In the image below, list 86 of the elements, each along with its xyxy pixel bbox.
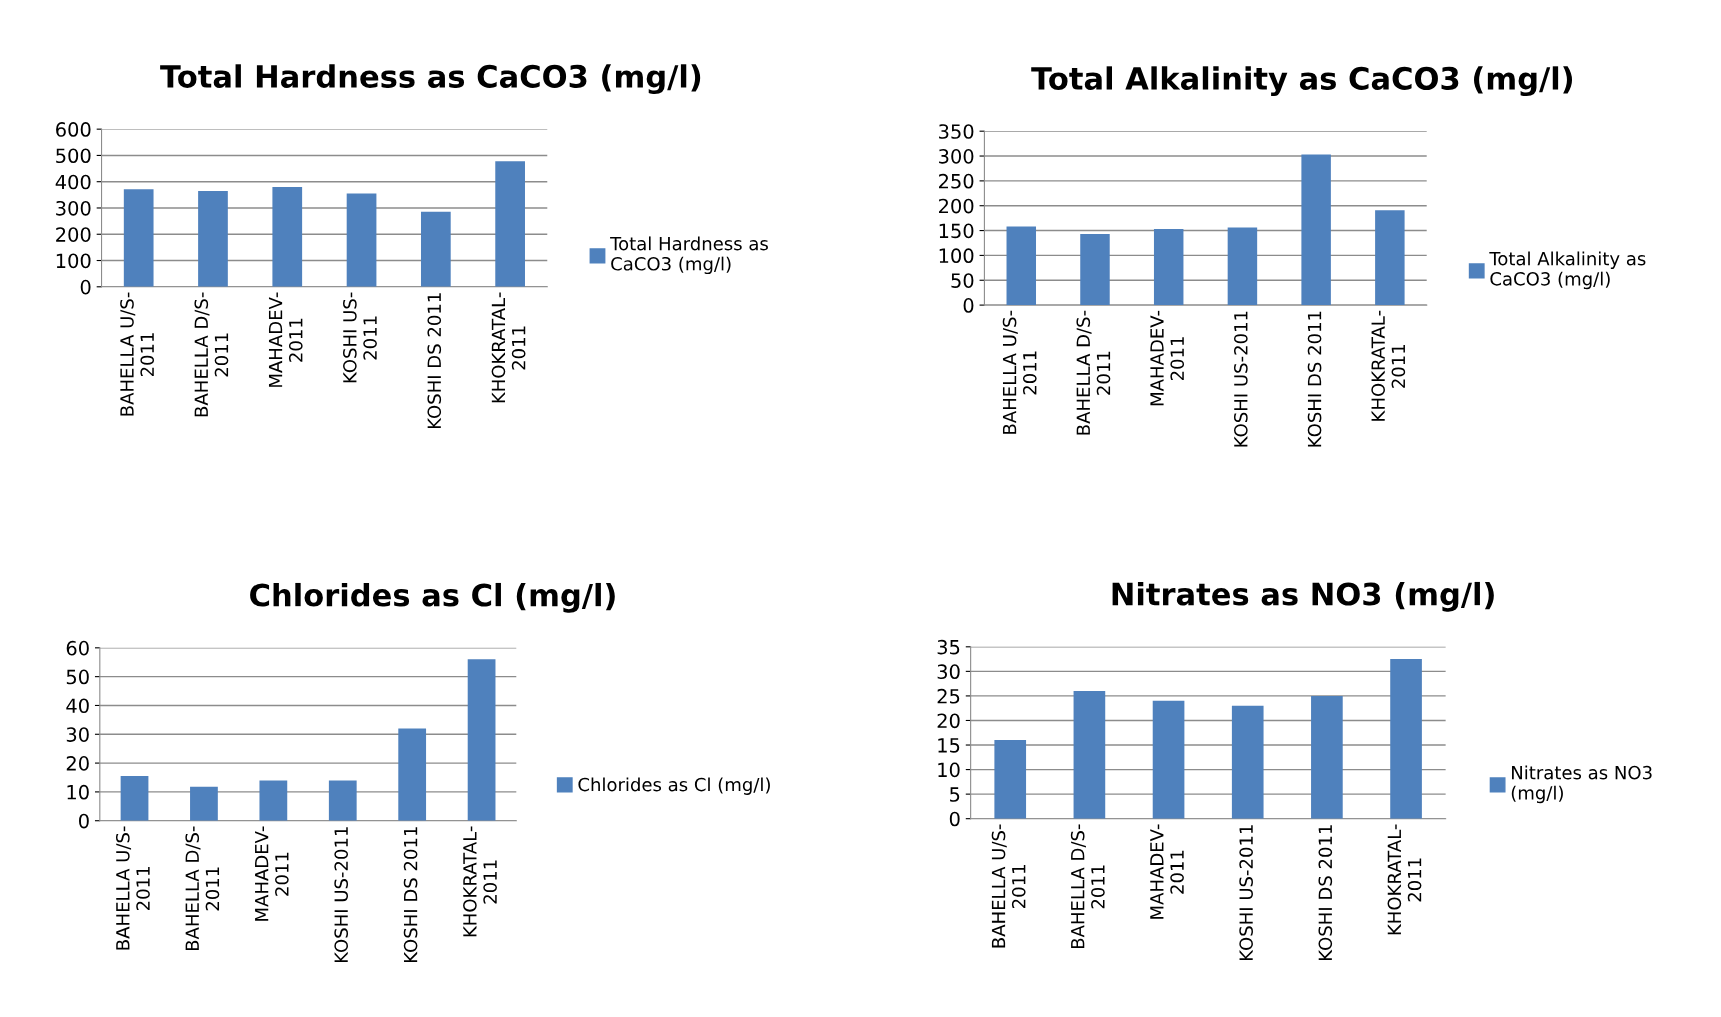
bar bbox=[190, 786, 218, 821]
y-tick-label: 25 bbox=[937, 688, 960, 704]
x-tick-label: KOSHI US-2011 bbox=[334, 827, 348, 963]
y-tick-label: 0 bbox=[949, 811, 960, 827]
bar bbox=[398, 728, 427, 821]
x-tick-label: KOSHI DS 2011 bbox=[427, 293, 442, 429]
y-tick-label: 300 bbox=[939, 148, 974, 164]
y-tick-label: 300 bbox=[56, 200, 91, 216]
bar bbox=[420, 211, 451, 287]
y-tick-label: 200 bbox=[56, 227, 91, 242]
bar bbox=[120, 776, 149, 821]
chart-title: Total Alkalinity as CaCO3 (mg/l) bbox=[1031, 66, 1573, 97]
x-tick-label: KHOKRATAL- 2011 bbox=[463, 826, 497, 937]
y-tick-label: 200 bbox=[939, 198, 974, 214]
x-tick-label: BAHELLA D/S- 2011 bbox=[1076, 310, 1111, 435]
bar bbox=[1152, 700, 1185, 819]
y-tick-label: 20 bbox=[66, 756, 89, 771]
legend-label: Chlorides as Cl (mg/l) bbox=[578, 777, 770, 795]
x-tick-label: BAHELLA D/S- 2011 bbox=[194, 292, 229, 417]
y-tick-label: 0 bbox=[79, 813, 89, 829]
bar bbox=[328, 780, 357, 821]
bar bbox=[1231, 705, 1264, 819]
y-tick-label: 350 bbox=[939, 124, 974, 139]
bar bbox=[1153, 229, 1184, 306]
y-tick-label: 50 bbox=[951, 273, 974, 288]
y-tick-label: 30 bbox=[66, 727, 89, 742]
y-tick-label: 50 bbox=[66, 669, 89, 685]
y-tick-label: 5 bbox=[950, 787, 960, 802]
bar bbox=[495, 161, 525, 287]
x-tick-label: BAHELLA U/S- 2011 bbox=[120, 292, 155, 416]
x-tick-label: KHOKRATAL- 2011 bbox=[1387, 824, 1422, 935]
y-tick-label: 10 bbox=[67, 784, 89, 800]
x-tick-label: KOSHI US- 2011 bbox=[343, 292, 377, 383]
bar bbox=[123, 189, 154, 287]
x-tick-label: KHOKRATAL- 2011 bbox=[491, 292, 526, 403]
bar bbox=[1080, 234, 1110, 306]
bar bbox=[1311, 695, 1343, 819]
y-tick-label: 100 bbox=[939, 248, 974, 264]
x-tick-label: BAHELLA D/S- 2011 bbox=[185, 826, 220, 951]
x-tick-label: MAHADEV- 2011 bbox=[268, 292, 303, 387]
bar bbox=[1375, 210, 1405, 306]
legend-label: Total Alkalinity as CaCO3 (mg/l) bbox=[1489, 251, 1646, 290]
bar bbox=[1073, 691, 1106, 819]
bar bbox=[259, 780, 288, 821]
y-tick-label: 400 bbox=[55, 174, 91, 190]
chart-title: Nitrates as NO3 (mg/l) bbox=[1112, 581, 1494, 612]
y-tick-label: 40 bbox=[66, 698, 89, 714]
y-tick-label: 30 bbox=[937, 664, 960, 680]
y-tick-label: 35 bbox=[937, 639, 960, 655]
x-tick-label: KOSHI DS 2011 bbox=[1318, 825, 1333, 960]
bar bbox=[198, 190, 228, 287]
y-tick-label: 600 bbox=[56, 122, 91, 137]
y-tick-label: 20 bbox=[937, 713, 960, 729]
y-tick-label: 100 bbox=[56, 253, 91, 269]
x-tick-label: MAHADEV- 2011 bbox=[1150, 824, 1184, 919]
y-tick-label: 250 bbox=[939, 173, 974, 189]
x-tick-label: BAHELLA U/S- 2011 bbox=[1002, 310, 1037, 434]
x-tick-label: MAHADEV- 2011 bbox=[1150, 310, 1185, 406]
bar bbox=[1301, 154, 1331, 306]
bar bbox=[272, 186, 303, 287]
y-tick-label: 0 bbox=[963, 298, 974, 313]
x-tick-label: KOSHI DS 2011 bbox=[1307, 311, 1322, 447]
y-tick-label: 15 bbox=[938, 738, 960, 753]
x-tick-label: KOSHI US-2011 bbox=[1234, 311, 1248, 447]
bar bbox=[1390, 659, 1422, 819]
bar bbox=[346, 193, 377, 287]
y-tick-label: 500 bbox=[56, 148, 91, 164]
chart-title: Chlorides as Cl (mg/l) bbox=[250, 582, 615, 613]
bar bbox=[1227, 227, 1258, 306]
x-tick-label: MAHADEV- 2011 bbox=[255, 826, 289, 921]
x-tick-label: KOSHI DS 2011 bbox=[403, 827, 418, 963]
x-tick-label: BAHELLA U/S- 2011 bbox=[116, 826, 150, 950]
chart-title: Total Hardness as CaCO3 (mg/l) bbox=[160, 64, 701, 95]
x-tick-label: BAHELLA U/S- 2011 bbox=[991, 824, 1026, 948]
x-tick-label: KOSHI US-2011 bbox=[1239, 825, 1253, 961]
legend-label: Nitrates as NO3 (mg/l) bbox=[1511, 765, 1652, 804]
y-tick-label: 10 bbox=[938, 762, 960, 778]
y-tick-label: 0 bbox=[80, 279, 91, 295]
y-tick-label: 150 bbox=[939, 223, 974, 239]
x-tick-label: KHOKRATAL- 2011 bbox=[1371, 310, 1406, 421]
y-tick-label: 60 bbox=[66, 640, 89, 656]
legend-label: Total Hardness as CaCO3 (mg/l) bbox=[610, 236, 768, 275]
bar bbox=[467, 659, 496, 821]
bar bbox=[994, 740, 1027, 819]
bar bbox=[1006, 226, 1037, 306]
x-tick-label: BAHELLA D/S- 2011 bbox=[1070, 824, 1105, 949]
